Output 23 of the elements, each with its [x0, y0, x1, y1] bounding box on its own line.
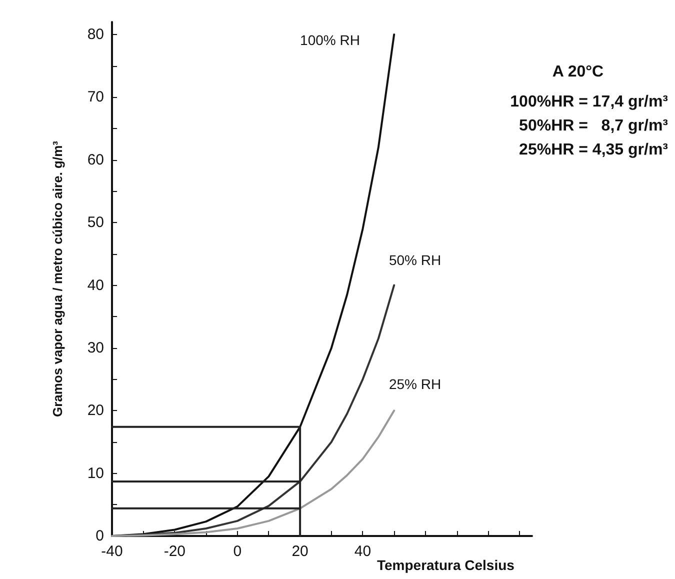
y-tick-label: 50: [87, 214, 104, 232]
x-tick-label: 40: [354, 543, 372, 560]
y-axis-title: Gramos vapor agua / metro cúbico aire. g/m³: [50, 140, 65, 417]
y-tick-label: 60: [87, 151, 104, 168]
annotation: 100%HR = 17,4 gr/m³: [510, 94, 668, 110]
y-tick-label: 80: [87, 26, 104, 44]
annotation: 100% RH: [300, 32, 360, 48]
x-axis-title: Temperatura Celsius: [376, 557, 515, 573]
annotation: 50%HR = 8,7 gr/m³: [519, 118, 668, 134]
annotation: 50% RH: [388, 252, 442, 268]
x-tick-label: -20: [164, 543, 186, 560]
text: A 20°C: [552, 64, 604, 80]
y-tick-label: 30: [87, 339, 104, 356]
y-tick-label: 20: [87, 402, 104, 420]
x-tick-label: 20: [292, 543, 308, 560]
annotation: 25% RH: [388, 376, 442, 392]
annotation: 25%HR = 4,35 gr/m³: [519, 142, 668, 158]
x-tick-label: 0: [233, 543, 242, 560]
y-tick-label: 10: [87, 464, 104, 482]
x-tick-label: -40: [101, 543, 123, 560]
y-tick-label: 70: [87, 88, 104, 106]
y-tick-label: 0: [96, 528, 104, 544]
y-tick-label: 40: [87, 276, 104, 294]
